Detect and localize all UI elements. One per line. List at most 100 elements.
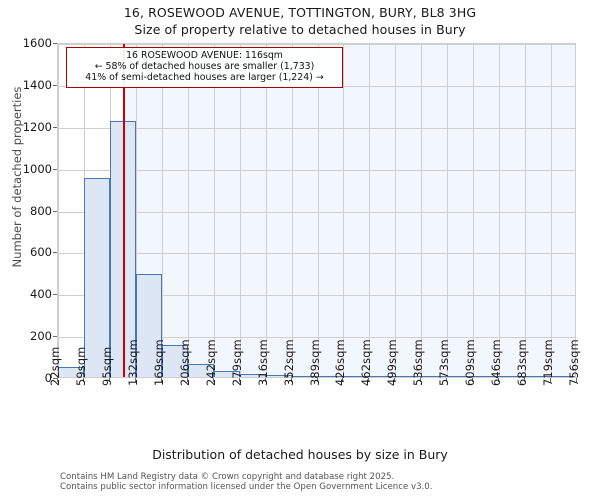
gridline-vertical (395, 44, 396, 377)
histogram-bar (83, 178, 110, 377)
x-axis-tick-mark (160, 378, 162, 382)
plot-area (57, 43, 576, 378)
x-axis-tick-mark (498, 378, 500, 382)
annotation-line-1: 16 ROSEWOOD AVENUE: 116sqm (126, 50, 283, 61)
gridline-vertical (447, 44, 448, 377)
y-axis-tick-mark (53, 378, 57, 379)
x-axis-tick-mark (212, 378, 214, 382)
x-axis-tick-label: 683sqm (516, 339, 530, 386)
gridline-vertical (266, 44, 267, 377)
annotation-line-2: ← 58% of detached houses are smaller (1,… (94, 61, 315, 73)
gridline-vertical (58, 44, 59, 377)
property-annotation-box: 16 ROSEWOOD AVENUE: 116sqm ← 58% of deta… (66, 47, 343, 88)
gridline-vertical (214, 44, 215, 377)
x-axis-tick-label: 389sqm (308, 339, 322, 386)
x-axis-tick-label: 59sqm (74, 346, 88, 386)
x-axis-tick-label: 95sqm (100, 346, 114, 386)
gridline-horizontal (58, 127, 575, 129)
x-axis-tick-label: 169sqm (152, 339, 166, 386)
histogram-bar (421, 376, 448, 377)
x-axis-tick-label: 646sqm (490, 339, 504, 386)
x-axis-tick-mark (186, 378, 188, 382)
gridline-horizontal (58, 337, 575, 339)
histogram-bar (369, 376, 396, 377)
gridline-horizontal (58, 253, 575, 255)
x-axis-tick-mark (82, 378, 84, 382)
histogram-bar (265, 374, 292, 377)
x-axis-tick-mark (57, 378, 58, 382)
gridline-horizontal (58, 44, 575, 45)
y-axis-tick-mark (53, 43, 57, 44)
gridline-vertical (162, 44, 163, 377)
annotation-line-3: 41% of semi-detached houses are larger (… (85, 72, 324, 84)
gridline-vertical (551, 44, 552, 377)
x-axis-tick-label: 426sqm (334, 339, 348, 386)
chart-subtitle: Size of property relative to detached ho… (134, 22, 466, 37)
x-axis-tick-label: 132sqm (126, 339, 140, 386)
histogram-bar (317, 375, 344, 377)
y-axis-tick-label: 1200 (22, 119, 52, 134)
y-axis-tick-label: 1600 (22, 36, 52, 50)
y-axis-tick-mark (53, 126, 57, 128)
histogram-bar (187, 364, 214, 377)
histogram-bar (135, 274, 162, 377)
y-axis-tick-mark (53, 294, 57, 296)
x-axis-tick-mark (108, 378, 110, 382)
gridline-vertical (343, 44, 344, 377)
x-axis-tick-mark (264, 378, 266, 382)
x-axis-tick-label: 242sqm (204, 339, 218, 386)
page-title: 16, ROSEWOOD AVENUE, TOTTINGTON, BURY, B… (123, 5, 477, 20)
y-axis-tick-label: 1000 (22, 161, 52, 176)
histogram-bar (239, 373, 266, 377)
x-axis-tick-mark (342, 378, 344, 382)
x-axis-tick-label: 573sqm (438, 339, 452, 386)
x-axis-tick-label: 352sqm (282, 339, 296, 386)
x-axis-tick-label: 719sqm (542, 339, 556, 386)
y-axis-tick-label: 0 (44, 371, 52, 385)
y-axis-tick-mark (53, 210, 57, 212)
histogram-bar (473, 376, 500, 377)
histogram-bar (499, 376, 526, 377)
x-axis-tick-label: 316sqm (256, 339, 270, 386)
gridline-horizontal (58, 169, 575, 171)
x-axis-tick-mark (368, 378, 370, 382)
histogram-bar (161, 344, 188, 377)
gridline-vertical (421, 44, 422, 377)
y-axis-tick-mark (53, 84, 57, 86)
gridline-vertical (473, 44, 474, 377)
histogram-bar (525, 376, 552, 377)
x-axis-tick-label: 536sqm (412, 339, 426, 386)
gridline-vertical (292, 44, 293, 377)
x-axis-tick-mark (446, 378, 448, 382)
histogram-bar (58, 366, 84, 377)
y-axis-tick-label: 400 (30, 287, 52, 302)
x-axis-tick-label: 609sqm (464, 339, 478, 386)
x-axis-tick-mark (134, 378, 136, 382)
x-axis-tick-mark (524, 378, 526, 382)
y-axis-ticks: 0 200 400 600 800 1000 1200 1400 1600 (0, 0, 52, 500)
gridline-horizontal (58, 295, 575, 297)
x-axis-tick-label: 22sqm (49, 346, 62, 386)
x-axis-tick-mark (420, 378, 422, 382)
y-axis-tick-label: 800 (30, 203, 52, 218)
gridline-vertical (136, 44, 137, 377)
histogram-bar (447, 376, 474, 377)
histogram-bar (109, 120, 136, 377)
x-axis-tick-label: 206sqm (178, 339, 192, 386)
y-axis-tick-label: 1400 (22, 77, 52, 92)
histogram-bar (551, 376, 575, 377)
x-axis-label: Distribution of detached houses by size … (152, 447, 448, 462)
footer-line-1: Contains HM Land Registry data © Crown c… (60, 472, 395, 482)
x-axis-tick-mark (316, 378, 318, 382)
x-axis-tick-label: 756sqm (568, 339, 581, 386)
histogram-bar (213, 370, 240, 377)
property-marker-line (123, 44, 126, 377)
y-axis-tick-mark (53, 252, 57, 254)
gridline-vertical (188, 44, 189, 377)
y-axis-tick-mark (53, 168, 57, 170)
x-axis-tick-mark (472, 378, 474, 382)
histogram-bar (291, 375, 318, 377)
x-axis-tick-label: 279sqm (230, 339, 244, 386)
gridline-horizontal (58, 211, 575, 213)
